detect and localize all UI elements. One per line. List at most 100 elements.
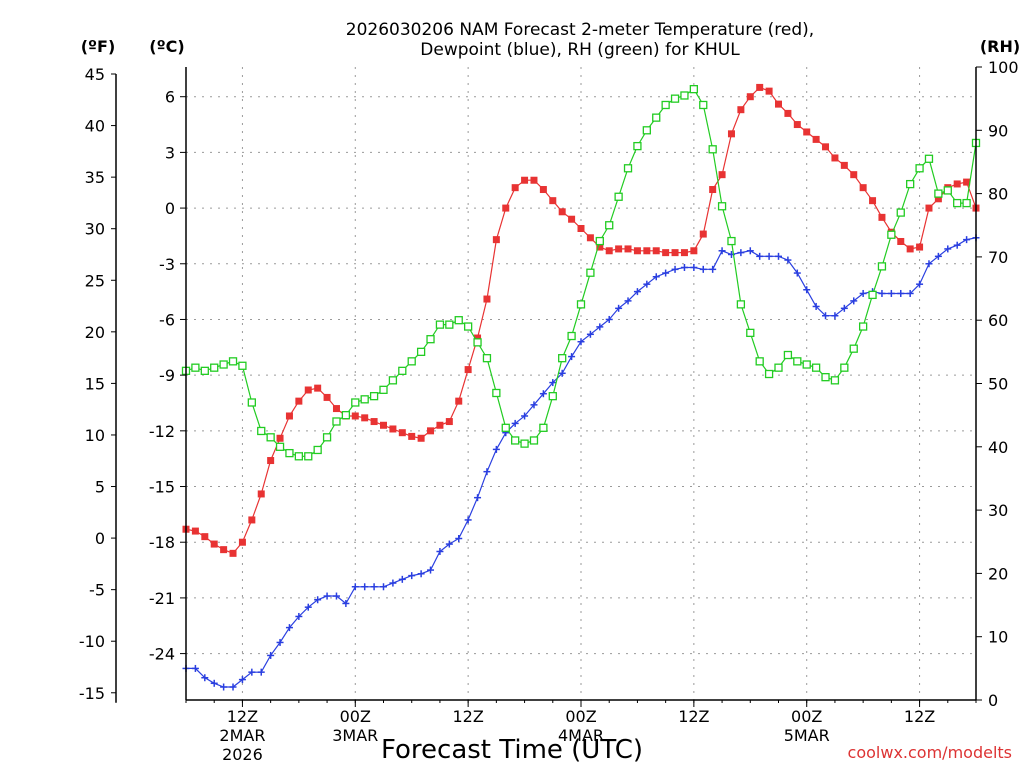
fahrenheit-tick-label: 45 <box>85 65 105 84</box>
dewpoint-point <box>267 651 275 659</box>
dewpoint-point <box>342 599 350 607</box>
temperature-point <box>474 334 482 342</box>
temperature-point <box>624 245 632 253</box>
rh-point <box>463 322 473 331</box>
rh-point <box>398 366 407 375</box>
temperature-point <box>389 425 397 433</box>
fahrenheit-tick-label: -10 <box>79 632 105 651</box>
axes <box>111 66 982 707</box>
rh-point <box>595 236 604 246</box>
temperature-point <box>643 247 651 255</box>
dewpoint-point <box>643 280 651 288</box>
rh-point <box>689 85 699 94</box>
dewpoint-point <box>389 579 397 587</box>
series-layer <box>181 83 981 691</box>
dewpoint-point <box>436 547 444 555</box>
rh-point <box>304 452 313 461</box>
rh-point <box>558 354 567 363</box>
rh-point <box>416 347 426 357</box>
temperature-point <box>323 393 331 401</box>
dewpoint-point <box>417 570 425 578</box>
dewpoint-point <box>455 535 463 543</box>
celsius-tick-label: 6 <box>165 88 175 107</box>
temperature-point <box>436 421 444 429</box>
temperature-point <box>521 176 529 184</box>
dewpoint-point <box>897 289 905 297</box>
rh-point <box>388 376 398 385</box>
dewpoint-point <box>238 676 246 684</box>
rh-point <box>858 322 868 331</box>
rh-point <box>445 320 454 329</box>
temperature-point <box>577 224 585 232</box>
temperature-point <box>332 405 340 413</box>
rh-point <box>351 398 360 407</box>
dewpoint-point <box>539 390 547 398</box>
rh-point <box>228 357 238 366</box>
temperature-point <box>549 197 557 205</box>
rh-tick-label: 50 <box>988 375 1008 394</box>
grid-lines <box>186 67 976 700</box>
dewpoint-point <box>210 679 218 687</box>
temperature-point <box>351 412 359 420</box>
dewpoint-point <box>831 312 839 320</box>
celsius-tick-label: -18 <box>149 533 175 552</box>
dewpoint-point <box>558 369 566 377</box>
temperature-point <box>267 457 275 465</box>
dewpoint-point <box>521 412 529 420</box>
temperature-point <box>511 184 519 192</box>
rh-point <box>680 91 689 100</box>
dewpoint-point <box>718 247 726 255</box>
rh-point <box>755 357 764 366</box>
fahrenheit-tick-label: 5 <box>95 478 105 497</box>
temperature-point <box>191 527 199 535</box>
dewpoint-point <box>859 289 867 297</box>
dewpoint-point <box>229 683 237 691</box>
dewpoint-point <box>408 572 416 580</box>
dewpoint-point <box>624 297 632 305</box>
temperature-point <box>690 247 698 255</box>
temperature-point <box>803 128 811 136</box>
celsius-tick-label: -12 <box>149 422 175 441</box>
x-tick-label: 12Z <box>452 707 483 726</box>
temperature-point <box>633 247 641 255</box>
dewpoint-point <box>840 304 848 312</box>
rh-point <box>661 100 670 110</box>
temperature-point <box>953 180 961 188</box>
dewpoint-point <box>483 468 491 476</box>
temperature-point <box>229 549 237 557</box>
temperature-point <box>276 434 284 442</box>
dewpoint-point <box>737 249 745 257</box>
temperature-point <box>963 178 971 186</box>
rh-point <box>821 373 830 382</box>
rh-point <box>294 452 304 461</box>
temperature-point <box>784 109 792 117</box>
temperature-point <box>220 546 228 554</box>
rh-point <box>219 360 228 369</box>
temperature-point <box>370 418 378 426</box>
x-tick-label: 00Z <box>340 707 371 726</box>
fahrenheit-tick-label: 25 <box>85 271 105 290</box>
dewpoint-point <box>492 445 500 453</box>
rh-point <box>586 268 595 277</box>
temperature-point <box>652 247 660 255</box>
x-tick-year: 2026 <box>222 745 263 764</box>
rh-point <box>727 236 736 246</box>
rh-point <box>614 192 623 201</box>
rh-point <box>953 198 962 208</box>
dewpoint-point <box>361 583 369 591</box>
rh-point <box>257 426 266 436</box>
temperature-point <box>850 171 858 179</box>
temperature-point <box>727 130 735 138</box>
rh-point <box>473 338 482 347</box>
celsius-tick-label: -9 <box>159 366 175 385</box>
rh-point <box>285 448 294 458</box>
temperature-point <box>822 143 830 151</box>
rh-tick-label: 0 <box>988 691 998 710</box>
temperature-point <box>718 171 726 179</box>
dewpoint-point <box>671 265 679 273</box>
dewpoint-point <box>295 612 303 620</box>
rh-tick-label: 100 <box>988 58 1019 77</box>
rh-point <box>887 230 896 239</box>
temperature-point <box>615 245 623 253</box>
dewpoint-point <box>370 583 378 591</box>
